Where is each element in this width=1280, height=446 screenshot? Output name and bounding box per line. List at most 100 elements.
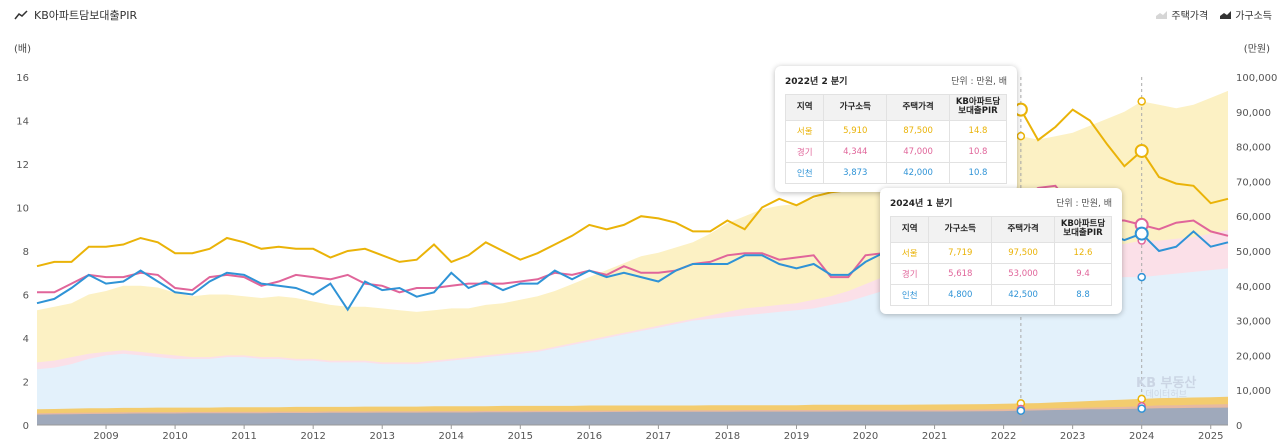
right-tick-label: 90,000	[1236, 108, 1271, 119]
left-tick-label: 4	[23, 334, 29, 345]
th-income: 가구소득	[928, 216, 993, 243]
table-row: 인천 4,800 42,500 8.8	[889, 283, 1112, 306]
right-tick-label: 60,000	[1236, 212, 1271, 223]
right-tick-label: 20,000	[1236, 351, 1271, 362]
cell-income: 5,618	[928, 262, 993, 285]
table-row: 서울 7,719 97,500 12.6	[889, 241, 1112, 264]
right-tick-label: 30,000	[1236, 317, 1271, 328]
line-chart-icon	[14, 10, 28, 20]
income-area-인천	[37, 407, 1228, 425]
x-tick-label: 2015	[508, 431, 533, 442]
left-tick-label: 8	[23, 247, 29, 258]
cell-price: 42,000	[886, 161, 950, 184]
tooltip-quarter: 2024년 1 분기	[890, 199, 953, 209]
legend-price-label: 주택가격	[1171, 11, 1209, 22]
cell-pir: 10.8	[949, 140, 1007, 163]
th-region: 지역	[784, 94, 825, 121]
right-tick-label: 10,000	[1236, 386, 1271, 397]
cell-income: 5,910	[823, 119, 888, 142]
right-tick-label: 0	[1236, 421, 1242, 432]
cell-region: 경기	[784, 140, 825, 163]
x-tick-label: 2011	[231, 431, 256, 442]
tooltip-table: 지역 가구소득 주택가격 KB아파트담보대출PIR 서울 7,719 97,50…	[889, 216, 1112, 306]
x-tick-label: 2018	[715, 431, 740, 442]
tooltip-quarter: 2022년 2 분기	[785, 77, 848, 87]
x-tick-label: 2019	[784, 431, 809, 442]
pir-marker-서울	[1134, 143, 1149, 158]
x-tick-label: 2012	[300, 431, 325, 442]
price-marker-서울	[1016, 131, 1026, 141]
th-pir: KB아파트담보대출PIR	[949, 94, 1007, 121]
chart-title: KB아파트담보대출PIR	[14, 7, 137, 23]
left-tick-label: 12	[16, 160, 29, 171]
x-tick-label: 2010	[162, 431, 187, 442]
chart-title-text: KB아파트담보대출PIR	[34, 9, 138, 22]
right-tick-label: 40,000	[1236, 282, 1271, 293]
tooltip-2024q1: 2024년 1 분기 단위 : 만원, 배 지역 가구소득 주택가격 KB아파트…	[880, 188, 1122, 314]
cell-pir: 10.8	[949, 161, 1007, 184]
cell-price: 42,500	[991, 283, 1055, 306]
right-tick-label: 80,000	[1236, 143, 1271, 154]
right-axis-unit: (만원)	[1243, 44, 1270, 55]
x-tick-label: 2016	[577, 431, 602, 442]
tooltip-table: 지역 가구소득 주택가격 KB아파트담보대출PIR 서울 5,910 87,50…	[784, 94, 1007, 184]
area-icon-price	[1156, 10, 1168, 19]
legend-price[interactable]: 주택가격	[1156, 7, 1208, 22]
watermark-line2: 데이터허브	[1145, 390, 1187, 401]
legend-income[interactable]: 가구소득	[1220, 7, 1272, 22]
cell-income: 4,800	[928, 283, 993, 306]
left-tick-label: 16	[16, 73, 29, 84]
cell-pir: 12.6	[1054, 241, 1112, 264]
table-row: 경기 4,344 47,000 10.8	[784, 140, 1007, 163]
th-price: 주택가격	[886, 94, 950, 121]
left-tick-label: 0	[23, 421, 29, 432]
x-tick-label: 2021	[922, 431, 947, 442]
tooltip-unit: 단위 : 만원, 배	[1056, 199, 1112, 209]
x-tick-label: 2013	[369, 431, 394, 442]
table-row: 인천 3,873 42,000 10.8	[784, 161, 1007, 184]
th-income: 가구소득	[823, 94, 888, 121]
cell-price: 47,000	[886, 140, 950, 163]
cell-pir: 9.4	[1054, 262, 1112, 285]
left-axis-unit: (배)	[14, 44, 32, 55]
cell-pir: 8.8	[1054, 283, 1112, 306]
cell-region: 인천	[784, 161, 825, 184]
cell-price: 97,500	[991, 241, 1055, 264]
cell-income: 7,719	[928, 241, 993, 264]
right-tick-label: 100,000	[1236, 73, 1277, 84]
x-tick-label: 2017	[646, 431, 671, 442]
table-row: 경기 5,618 53,000 9.4	[889, 262, 1112, 285]
right-tick-label: 50,000	[1236, 247, 1271, 258]
watermark-line1: KB 부동산	[1136, 376, 1197, 391]
th-pir: KB아파트담보대출PIR	[1054, 216, 1112, 243]
pir-line-서울	[36, 99, 1229, 268]
x-tick-label: 2024	[1129, 431, 1154, 442]
cell-region: 서울	[784, 119, 825, 142]
income-marker-인천	[1016, 406, 1026, 415]
cell-region: 인천	[889, 283, 930, 306]
area-icon-income	[1220, 10, 1232, 19]
tooltip-unit: 단위 : 만원, 배	[951, 77, 1007, 87]
legend: 주택가격 가구소득	[1156, 7, 1272, 22]
price-marker-인천	[1137, 272, 1146, 282]
right-tick-label: 70,000	[1236, 177, 1271, 188]
cell-pir: 14.8	[949, 119, 1007, 142]
x-tick-label: 2023	[1060, 431, 1085, 442]
table-row: 서울 5,910 87,500 14.8	[784, 119, 1007, 142]
cell-income: 4,344	[823, 140, 888, 163]
cell-price: 53,000	[991, 262, 1055, 285]
income-marker-인천	[1137, 404, 1146, 413]
watermark: KB 부동산 데이터허브	[1136, 376, 1197, 401]
x-tick-label: 2022	[991, 431, 1016, 442]
pir-marker-인천	[1134, 226, 1149, 241]
legend-income-label: 가구소득	[1235, 11, 1272, 22]
cell-region: 경기	[889, 262, 930, 285]
x-tick-label: 2014	[439, 431, 464, 442]
th-price: 주택가격	[991, 216, 1055, 243]
price-marker-서울	[1137, 97, 1146, 106]
cell-income: 3,873	[823, 161, 888, 184]
left-tick-label: 2	[23, 378, 29, 389]
left-tick-label: 14	[16, 117, 29, 128]
x-tick-label: 2025	[1198, 431, 1223, 442]
x-tick-label: 2009	[93, 431, 118, 442]
